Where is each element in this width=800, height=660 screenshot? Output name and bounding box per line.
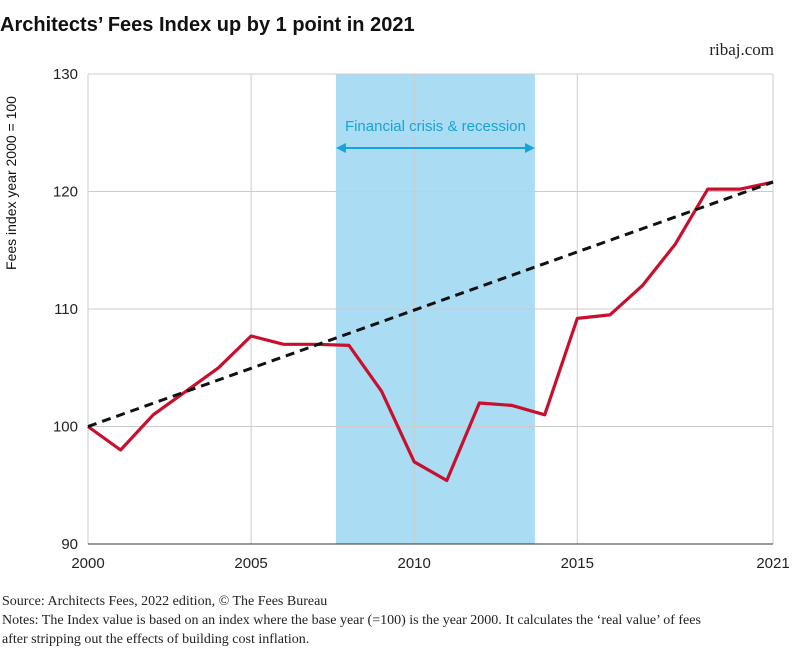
y-tick-label: 90 — [61, 536, 78, 553]
chart-title: Architects’ Fees Index up by 1 point in … — [0, 14, 415, 36]
y-tick-label: 110 — [54, 301, 78, 318]
x-tick-label: 2005 — [234, 555, 267, 572]
notes-line-1: Notes: The Index value is based on an in… — [2, 613, 701, 628]
source-site: ribaj.com — [709, 40, 774, 59]
y-tick-label: 120 — [53, 184, 78, 201]
x-tick-label: 2000 — [71, 555, 104, 572]
notes-line-2: after stripping out the effects of build… — [2, 632, 310, 647]
trend-line — [87, 180, 774, 428]
x-tick-label: 2015 — [561, 555, 594, 572]
source-note: Source: Architects Fees, 2022 edition, ©… — [2, 594, 328, 609]
recession-label: Financial crisis & recession — [345, 118, 526, 135]
notes-block: Source: Architects Fees, 2022 edition, ©… — [2, 592, 798, 649]
x-tick-label: 2021 — [756, 555, 789, 572]
y-tick-label: 130 — [53, 66, 78, 83]
fees-index-line — [87, 180, 774, 483]
x-tick-label: 2010 — [398, 555, 431, 572]
y-tick-label: 100 — [53, 419, 78, 436]
